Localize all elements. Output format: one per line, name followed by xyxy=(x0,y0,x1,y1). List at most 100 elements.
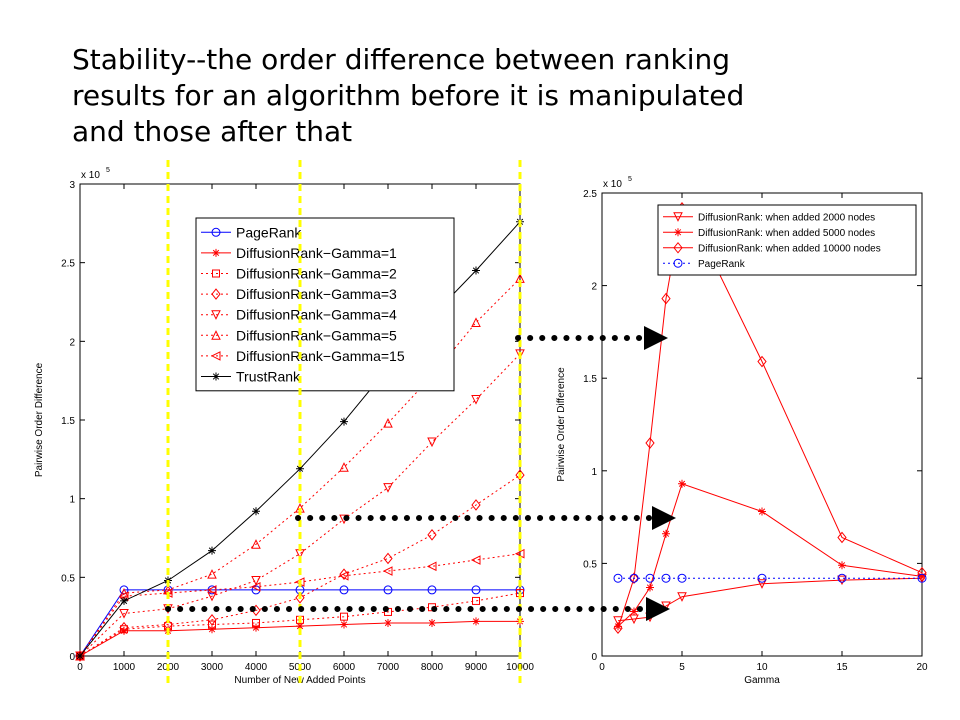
right-series-4-point xyxy=(645,573,655,583)
left-x-tick-label: 1000 xyxy=(113,662,136,673)
left-series-8-point xyxy=(472,266,480,275)
dotted-arrows xyxy=(165,326,676,621)
right-y-exponent: x 10 xyxy=(603,179,622,190)
left-legend-label: DiffusionRank−Gamma=2 xyxy=(236,266,397,282)
left-series-8-point xyxy=(120,596,128,605)
left-x-tick-label: 0 xyxy=(77,662,83,673)
left-legend-marker xyxy=(211,330,221,340)
left-legend-marker xyxy=(212,269,220,278)
left-y-tick-label: 3 xyxy=(69,180,75,191)
right-y-tick-label: 2.5 xyxy=(583,189,597,200)
left-series-2-point xyxy=(428,618,436,627)
left-series-4-point xyxy=(515,469,525,481)
left-legend-marker xyxy=(212,248,220,257)
left-series-6-point xyxy=(207,569,217,579)
left-y-axis-label: Pairwise Order Difference xyxy=(34,362,45,477)
left-series-2-point xyxy=(252,623,260,632)
left-series-4-point xyxy=(383,552,393,565)
left-series-3-point xyxy=(252,618,260,627)
right-series-1-point xyxy=(837,575,847,586)
arrow-1-head xyxy=(644,326,668,350)
left-y-exponent: x 10 xyxy=(81,170,100,181)
left-series-2-point xyxy=(384,618,392,627)
right-legend-label: DiffusionRank: when added 5000 nodes xyxy=(698,228,875,239)
left-x-tick-label: 9000 xyxy=(465,662,488,673)
right-series-3-point xyxy=(661,292,671,305)
right-series-1-point xyxy=(757,579,767,589)
left-series-5-point xyxy=(471,395,481,405)
right-legend-box xyxy=(657,204,917,276)
left-series-1-point xyxy=(427,585,437,595)
right-series-4-point xyxy=(757,573,767,583)
right-y-tick-label: 1 xyxy=(591,467,597,478)
right-series-4-point xyxy=(677,573,687,583)
left-series-2-point xyxy=(296,622,304,631)
guide-lines xyxy=(166,160,522,688)
left-series-6-line xyxy=(79,278,521,657)
left-series-3-point xyxy=(208,620,216,629)
title-line-1: Stability--the order difference between … xyxy=(72,43,731,76)
left-series-8-point xyxy=(208,546,216,555)
right-series-2-point xyxy=(646,583,654,592)
title-line-2: results for an algorithm before it is ma… xyxy=(72,79,745,112)
left-series-6-point xyxy=(339,462,349,472)
left-series-2-point xyxy=(472,617,480,626)
left-series-2-point xyxy=(120,626,128,635)
right-series-2-point xyxy=(918,572,926,581)
left-legend-label: DiffusionRank−Gamma=1 xyxy=(236,245,397,261)
right-y-tick-label: 2 xyxy=(591,282,597,293)
left-series-7-point xyxy=(514,548,525,559)
right-legend-label: DiffusionRank: when added 10000 nodes xyxy=(698,243,881,254)
left-legend-marker xyxy=(210,351,221,361)
right-y-tick-label: 0 xyxy=(591,652,597,663)
left-series-8-point xyxy=(296,464,304,473)
right-y-tick-label: 0.5 xyxy=(583,559,597,570)
right-series-2 xyxy=(614,479,926,631)
left-series-5-line xyxy=(79,353,521,657)
right-series-3-point xyxy=(629,572,639,585)
left-legend-marker xyxy=(212,372,220,381)
left-series-2-point xyxy=(208,625,216,634)
left-legend-label: DiffusionRank−Gamma=15 xyxy=(236,348,405,364)
right-series-4 xyxy=(613,573,927,583)
left-series-1-point xyxy=(339,585,349,595)
right-series-2-point xyxy=(678,479,686,488)
left-series-3-point xyxy=(472,596,480,605)
left-legend-marker xyxy=(211,227,221,237)
left-x-tick-label: 7000 xyxy=(377,662,400,673)
left-series-7-point xyxy=(470,555,481,565)
left-legend-label: DiffusionRank−Gamma=3 xyxy=(236,286,397,302)
right-x-tick-label: 10 xyxy=(756,662,768,673)
right-y-tick-label: 1.5 xyxy=(583,374,597,385)
left-legend-label: DiffusionRank−Gamma=5 xyxy=(236,327,397,343)
left-y-tick-label: 0 xyxy=(69,652,75,663)
title-line-3: and those after that xyxy=(72,115,353,148)
left-series-6-point xyxy=(251,539,261,549)
right-series-3-point xyxy=(613,622,623,635)
right-legend-marker xyxy=(673,241,683,254)
left-y-exponent-power: 5 xyxy=(106,167,110,174)
left-series-7-point xyxy=(426,561,437,572)
left-y-tick-label: 2.5 xyxy=(61,259,75,270)
left-series-5-point xyxy=(251,575,261,586)
left-series-3-line xyxy=(79,592,521,657)
right-legend-marker xyxy=(673,258,683,268)
left-legend-box xyxy=(195,217,455,392)
left-series-8-point xyxy=(76,652,84,660)
left-legend-label: TrustRank xyxy=(236,369,301,385)
left-series-7-point xyxy=(382,566,393,576)
right-y-exponent-power: 5 xyxy=(628,176,632,183)
left-x-tick-label: 6000 xyxy=(333,662,356,673)
right-series-2-point xyxy=(758,507,766,516)
right-series-1-point xyxy=(677,592,687,602)
left-legend-label: PageRank xyxy=(236,224,302,240)
right-series-4-point xyxy=(837,573,847,583)
right-legend-marker xyxy=(673,212,683,222)
left-series-7-point xyxy=(250,581,261,592)
right-legend-label: PageRank xyxy=(698,259,746,270)
slide-title: Stability--the order difference between … xyxy=(72,42,932,150)
left-series-5-point xyxy=(119,609,129,619)
left-legend: PageRank DiffusionRank−Gamma=1 DiffusionRa… xyxy=(195,217,455,392)
left-series-3-point xyxy=(340,612,348,621)
